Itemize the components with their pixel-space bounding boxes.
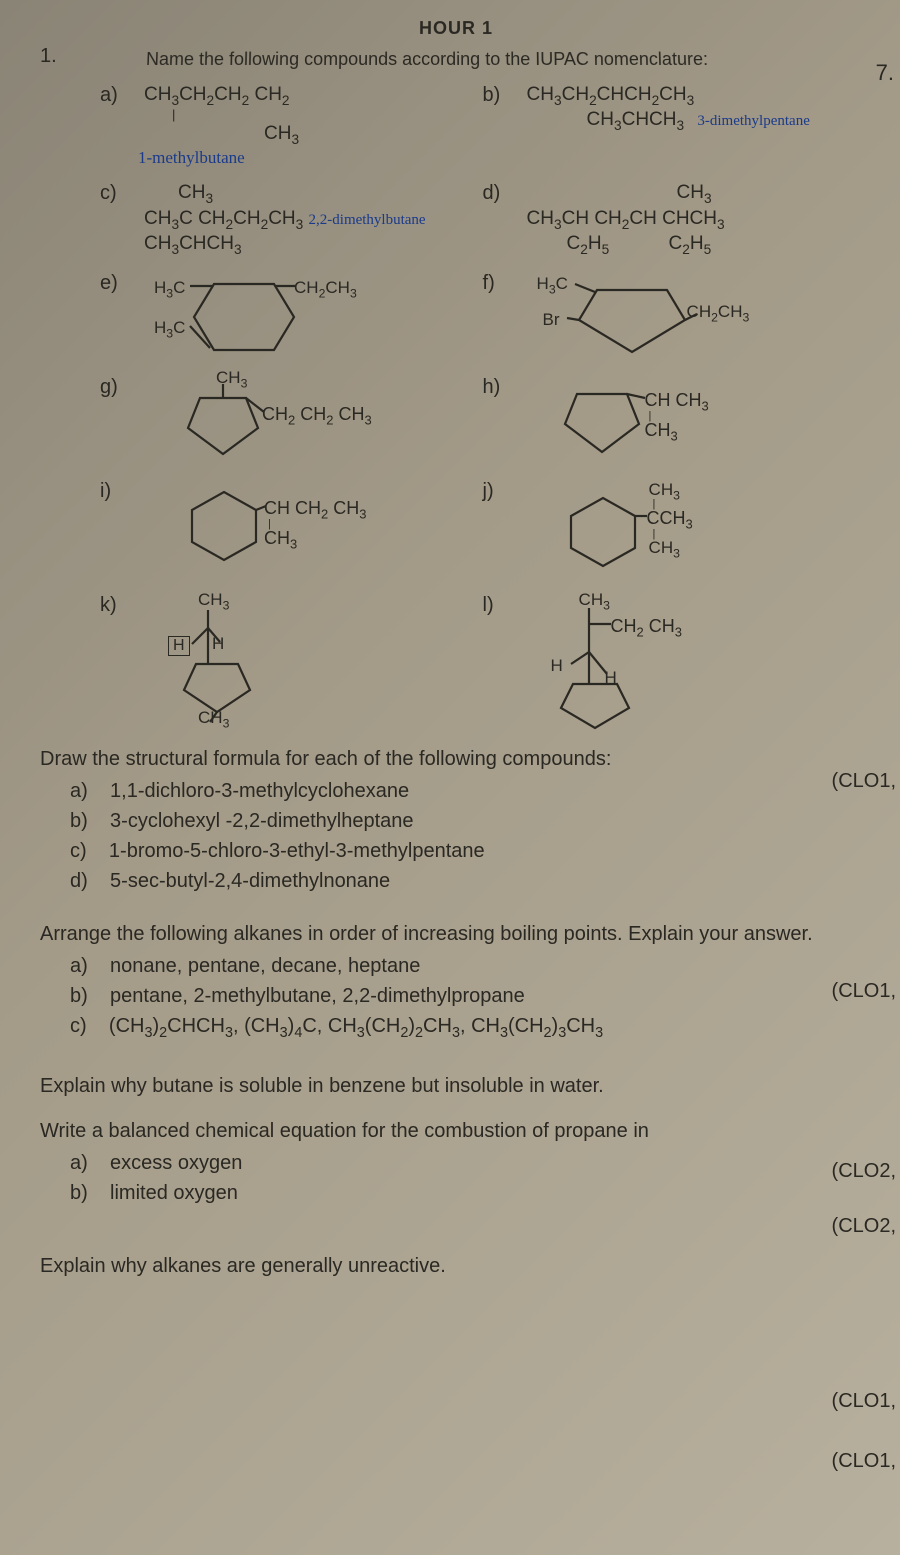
- q1g-pentagon-icon: [154, 376, 394, 466]
- clo-5: (CLO1,: [832, 1390, 896, 1413]
- q3b-text: pentane, 2-methylbutane, 2,2-dimethylpro…: [110, 985, 525, 1007]
- q1c-line2: CH3CHCH3: [144, 233, 242, 254]
- q1b-line1: CH3CH2CHCH2CH3: [527, 84, 695, 105]
- q1h-pentagon-icon: [537, 376, 757, 466]
- q1c-handwriting: 2,2-dimethylbutane: [309, 212, 426, 228]
- q1-lead: Name the following compounds according t…: [146, 49, 709, 70]
- page-header: HOUR 1: [39, 18, 873, 39]
- q3c-text: (CH3)2CHCH3, (CH3)4C, CH3(CH2)2CH3, CH3(…: [109, 1015, 603, 1037]
- q3c-letter: c): [70, 1015, 87, 1037]
- q1d-sub-b: C2H5: [669, 233, 712, 254]
- q1j-structure: CH3 | CCH3 | CH3: [537, 480, 747, 580]
- q2c-text: 1-bromo-5-chloro-3-ethyl-3-methylpentane: [109, 840, 485, 862]
- worksheet-page: HOUR 1 7. 1. Name the following compound…: [0, 0, 900, 1324]
- q1e-structure: H3C H3C CH2CH3: [154, 272, 364, 362]
- page-number-edge: 7.: [876, 60, 894, 86]
- q1j-letter: j): [483, 480, 527, 503]
- q2c-letter: c): [70, 840, 87, 862]
- q1a-bond: |: [172, 107, 299, 123]
- q1-number: 1.: [40, 45, 86, 68]
- q1f-pentagon-icon: [537, 272, 767, 362]
- q1g-letter: g): [100, 376, 144, 399]
- clo-3: (CLO2,: [832, 1160, 896, 1183]
- q5a-letter: a): [70, 1152, 88, 1174]
- q1a-formula: CH3CH2CH2 CH2 | CH3 1-methylbutane: [144, 84, 299, 168]
- q1b-line2: CH3CHCH3: [587, 109, 685, 130]
- clo-4: (CLO2,: [832, 1215, 896, 1238]
- q1l-pentagon-icon: [537, 594, 737, 734]
- q1f-structure: H3C Br CH2CH3: [537, 272, 767, 362]
- q6-text: Explain why alkanes are generally unreac…: [40, 1253, 872, 1280]
- q1c-top: CH3: [178, 182, 213, 203]
- q2a-text: 1,1-dichloro-3-methylcyclohexane: [110, 780, 409, 802]
- q1e-hexagon-icon: [154, 272, 364, 362]
- q1b-handwriting: 3-dimethylpentane: [697, 113, 809, 129]
- q1d-line1: CH3CH CH2CH CHCH3: [527, 208, 725, 229]
- clo-2: (CLO1,: [832, 980, 896, 1003]
- q3-lead: Arrange the following alkanes in order o…: [40, 921, 872, 948]
- q5-lead: Write a balanced chemical equation for t…: [40, 1118, 872, 1145]
- q1j-hexagon-icon: [537, 480, 747, 580]
- q5-list: a) excess oxygen b) limited oxygen: [70, 1149, 872, 1207]
- q5b-letter: b): [70, 1182, 88, 1204]
- q1a-handwriting: 1-methylbutane: [138, 148, 299, 168]
- q1-row: 1. Name the following compounds accordin…: [40, 45, 872, 84]
- q1a-letter: a): [100, 84, 144, 107]
- q3b-letter: b): [70, 985, 88, 1007]
- q1h-letter: h): [483, 376, 527, 399]
- q2-lead: Draw the structural formula for each of …: [40, 746, 872, 773]
- q1i-structure: CH CH2 CH3 | CH3: [154, 480, 404, 570]
- q1k-letter: k): [100, 594, 144, 617]
- clo-6: (CLO1,: [832, 1450, 896, 1473]
- q4-text: Explain why butane is soluble in benzene…: [40, 1073, 872, 1100]
- q1a-line1: CH3CH2CH2 CH2: [144, 84, 290, 105]
- q1h-structure: CH CH3 | CH3: [537, 376, 757, 466]
- q1e-letter: e): [100, 272, 144, 295]
- q1d-letter: d): [483, 182, 527, 205]
- q1b-formula: CH3CH2CHCH2CH3 CH3CHCH3 3-dimethylpentan…: [527, 84, 810, 134]
- q1i-hexagon-icon: [154, 480, 404, 570]
- q2d-letter: d): [70, 870, 88, 892]
- q1f-letter: f): [483, 272, 527, 295]
- q1b-letter: b): [483, 84, 527, 107]
- q5b-text: limited oxygen: [110, 1182, 238, 1204]
- q3a-text: nonane, pentane, decane, heptane: [110, 955, 420, 977]
- q3-list: a) nonane, pentane, decane, heptane b) p…: [70, 952, 872, 1043]
- q5a-text: excess oxygen: [110, 1152, 242, 1174]
- q1l-letter: l): [483, 594, 527, 617]
- q2b-text: 3-cyclohexyl -2,2-dimethylheptane: [110, 810, 414, 832]
- q1c-line1: CH3C CH2CH2CH3: [144, 208, 303, 229]
- q1k-structure: CH3 H H CH3: [154, 594, 304, 734]
- clo-1: (CLO1,: [832, 770, 896, 793]
- q2d-text: 5-sec-butyl-2,4-dimethylnonane: [110, 870, 390, 892]
- q2a-letter: a): [70, 780, 88, 802]
- q1i-letter: i): [100, 480, 144, 503]
- q1l-structure: CH3 CH2 CH3 H H: [537, 594, 737, 734]
- q1d-top: CH3: [677, 182, 712, 203]
- q2-list: a) 1,1-dichloro-3-methylcyclohexane b) 3…: [70, 777, 872, 895]
- q3a-letter: a): [70, 955, 88, 977]
- q1d-sub-a: C2H5: [567, 233, 610, 254]
- q1a-line2: CH3: [264, 123, 299, 144]
- q1c-formula: CH3 CH3C CH2CH2CH3 2,2-dimethylbutane CH…: [144, 182, 426, 258]
- q1c-letter: c): [100, 182, 144, 205]
- q1d-formula: CH3 CH3CH CH2CH CHCH3 C2H5 C2H5: [527, 182, 725, 258]
- q1g-structure: CH3 CH2 CH2 CH3: [154, 376, 394, 466]
- q2b-letter: b): [70, 810, 88, 832]
- q1k-pentagon-icon: [154, 594, 304, 734]
